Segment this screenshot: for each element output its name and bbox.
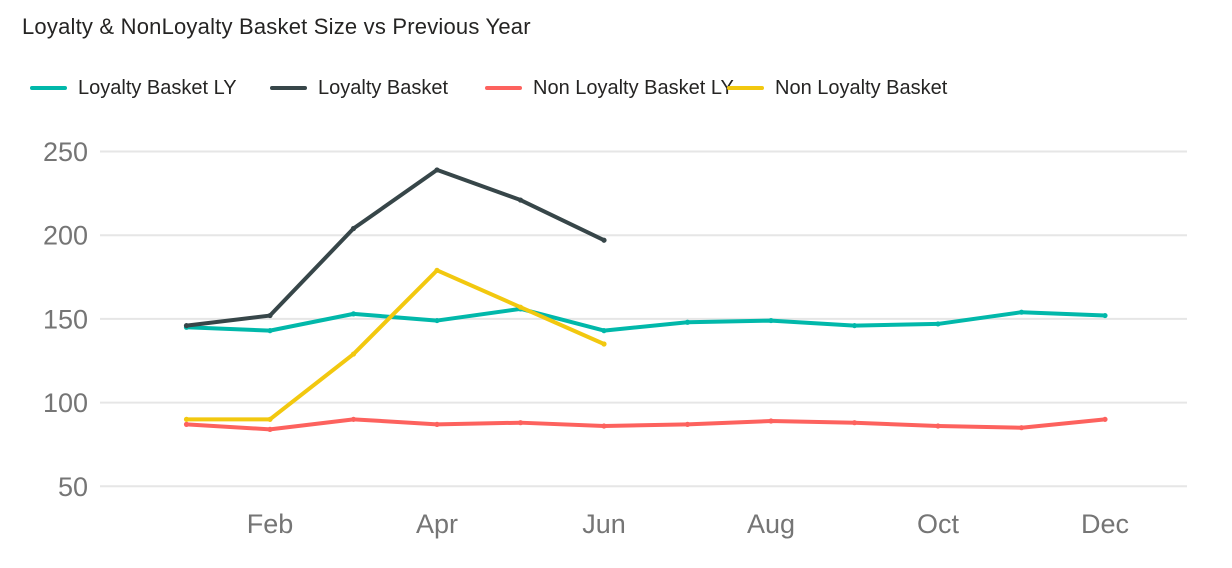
data-point-loyalty-basket-ly[interactable]	[1018, 309, 1025, 315]
data-point-non-loyalty-basket[interactable]	[517, 304, 524, 310]
data-point-loyalty-basket[interactable]	[517, 197, 524, 203]
x-axis-labels: Feb Apr Jun Aug Oct Dec	[247, 509, 1129, 539]
data-point-non-loyalty-basket-ly[interactable]	[851, 420, 858, 426]
data-point-loyalty-basket-ly[interactable]	[1102, 312, 1108, 319]
data-point-non-loyalty-basket[interactable]	[434, 267, 440, 273]
data-point-loyalty-basket[interactable]	[350, 225, 357, 232]
series-non-loyalty-basket-ly[interactable]	[183, 416, 1108, 432]
x-tick-label: Dec	[1081, 509, 1129, 539]
y-tick-label: 250	[43, 137, 88, 167]
data-point-loyalty-basket-ly[interactable]	[768, 317, 774, 324]
y-tick-label: 200	[43, 221, 88, 251]
chart-title: Loyalty & NonLoyalty Basket Size vs Prev…	[22, 14, 531, 39]
data-point-non-loyalty-basket-ly[interactable]	[434, 421, 440, 427]
data-point-loyalty-basket[interactable]	[601, 237, 607, 243]
legend-line-swatch-icon	[485, 86, 522, 90]
legend-item-label: Non Loyalty Basket	[775, 76, 948, 99]
series-line-loyalty-basket-ly[interactable]	[184, 306, 1107, 333]
data-point-loyalty-basket-ly[interactable]	[851, 322, 858, 329]
data-point-loyalty-basket-ly[interactable]	[434, 317, 440, 324]
data-point-non-loyalty-basket-ly[interactable]	[601, 423, 607, 429]
legend: Loyalty Basket LY Loyalty Basket Non Loy…	[0, 76, 1232, 100]
y-tick-label: 50	[58, 472, 88, 502]
y-tick-label: 100	[43, 388, 88, 418]
data-point-loyalty-basket-ly[interactable]	[601, 328, 607, 334]
x-tick-label: Aug	[747, 509, 795, 539]
series-line-non-loyalty-basket[interactable]	[184, 268, 606, 422]
data-point-non-loyalty-basket-ly[interactable]	[768, 418, 774, 424]
data-point-loyalty-basket[interactable]	[267, 312, 273, 319]
x-tick-label: Feb	[247, 509, 294, 539]
data-point-non-loyalty-basket[interactable]	[267, 416, 273, 422]
data-point-loyalty-basket[interactable]	[434, 167, 440, 173]
legend-item-non-loyalty-basket-ly[interactable]: Non Loyalty Basket LY	[485, 76, 734, 100]
legend-item-loyalty-basket-ly[interactable]: Loyalty Basket LY	[30, 76, 237, 100]
x-tick-label: Jun	[582, 509, 626, 539]
series-line-loyalty-basket[interactable]	[184, 167, 606, 328]
x-tick-label: Apr	[416, 509, 458, 539]
data-point-non-loyalty-basket-ly[interactable]	[684, 421, 691, 427]
data-point-non-loyalty-basket-ly[interactable]	[183, 421, 190, 427]
data-point-loyalty-basket-ly[interactable]	[935, 321, 941, 327]
legend-line-swatch-icon	[30, 86, 67, 90]
legend-item-non-loyalty-basket[interactable]: Non Loyalty Basket	[727, 76, 947, 100]
legend-line-swatch-icon	[727, 86, 764, 90]
data-point-loyalty-basket-ly[interactable]	[684, 319, 691, 325]
series-non-loyalty-basket[interactable]	[183, 267, 607, 422]
legend-item-loyalty-basket[interactable]: Loyalty Basket	[270, 76, 448, 100]
y-axis-labels: 250 200 150 100 50	[43, 137, 88, 502]
data-point-non-loyalty-basket-ly[interactable]	[517, 420, 524, 426]
data-point-loyalty-basket-ly[interactable]	[267, 328, 273, 334]
data-point-non-loyalty-basket-ly[interactable]	[350, 416, 357, 422]
series-line-non-loyalty-basket-ly[interactable]	[184, 417, 1107, 432]
data-point-loyalty-basket-ly[interactable]	[350, 311, 357, 317]
legend-item-label: Non Loyalty Basket LY	[533, 76, 734, 99]
y-tick-label: 150	[43, 304, 88, 334]
gridlines	[100, 150, 1187, 488]
data-point-non-loyalty-basket-ly[interactable]	[935, 423, 941, 429]
x-tick-label: Oct	[917, 509, 960, 539]
data-point-non-loyalty-basket-ly[interactable]	[267, 426, 273, 432]
data-point-loyalty-basket[interactable]	[183, 322, 190, 329]
legend-item-label: Loyalty Basket LY	[78, 76, 237, 99]
legend-line-swatch-icon	[270, 86, 307, 90]
data-point-non-loyalty-basket-ly[interactable]	[1018, 425, 1025, 431]
data-point-non-loyalty-basket-ly[interactable]	[1102, 416, 1108, 422]
data-point-non-loyalty-basket[interactable]	[601, 341, 607, 347]
legend-item-label: Loyalty Basket	[318, 76, 449, 99]
data-point-non-loyalty-basket[interactable]	[350, 351, 357, 357]
data-point-non-loyalty-basket[interactable]	[183, 416, 190, 422]
series-loyalty-basket[interactable]	[183, 167, 607, 329]
